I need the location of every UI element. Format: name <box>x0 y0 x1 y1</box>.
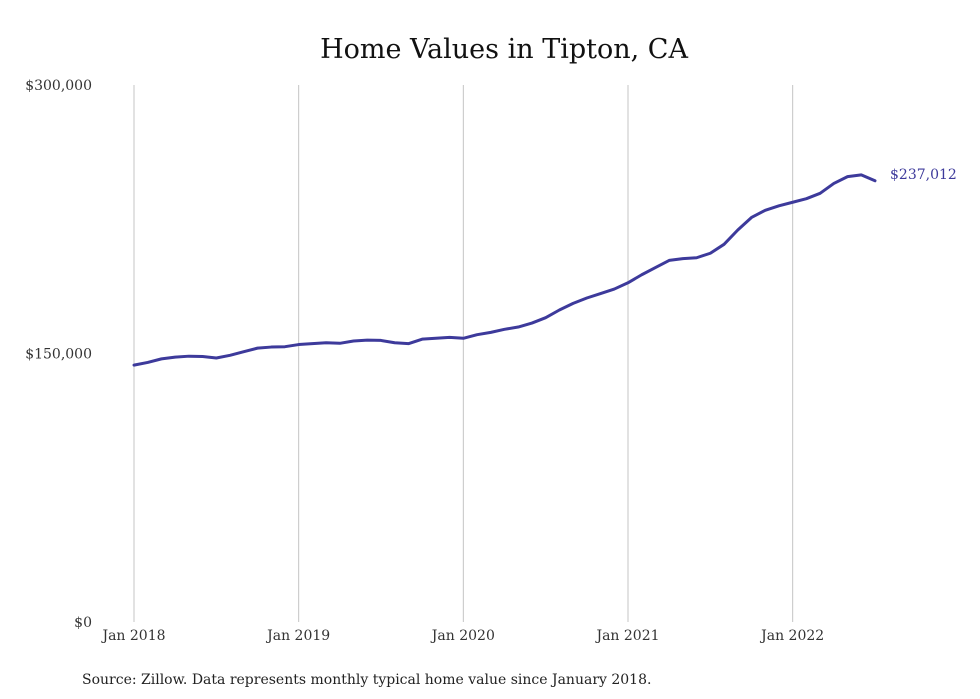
y-tick-label: $300,000 <box>25 78 92 94</box>
series-line <box>132 173 877 367</box>
series-home-value <box>132 173 877 367</box>
y-axis-ticks: $0 $150,000 $300,000 <box>25 78 92 631</box>
x-tick-label: Jan 2021 <box>594 628 659 644</box>
x-axis-ticks: Jan 2018 Jan 2019 Jan 2020 Jan 2021 Jan 2022 <box>100 628 824 644</box>
chart-title: Home Values in Tipton, CA <box>320 34 688 65</box>
end-value-label: $237,012 <box>890 167 957 183</box>
y-tick-label: $0 <box>74 615 92 631</box>
y-tick-label: $150,000 <box>25 347 92 363</box>
source-note: Source: Zillow. Data represents monthly … <box>82 672 651 688</box>
x-tick-label: Jan 2020 <box>430 628 495 644</box>
x-tick-label: Jan 2019 <box>265 628 330 644</box>
x-tick-label: Jan 2022 <box>759 628 824 644</box>
x-tick-label: Jan 2018 <box>100 628 165 644</box>
grid-lines <box>133 85 794 622</box>
